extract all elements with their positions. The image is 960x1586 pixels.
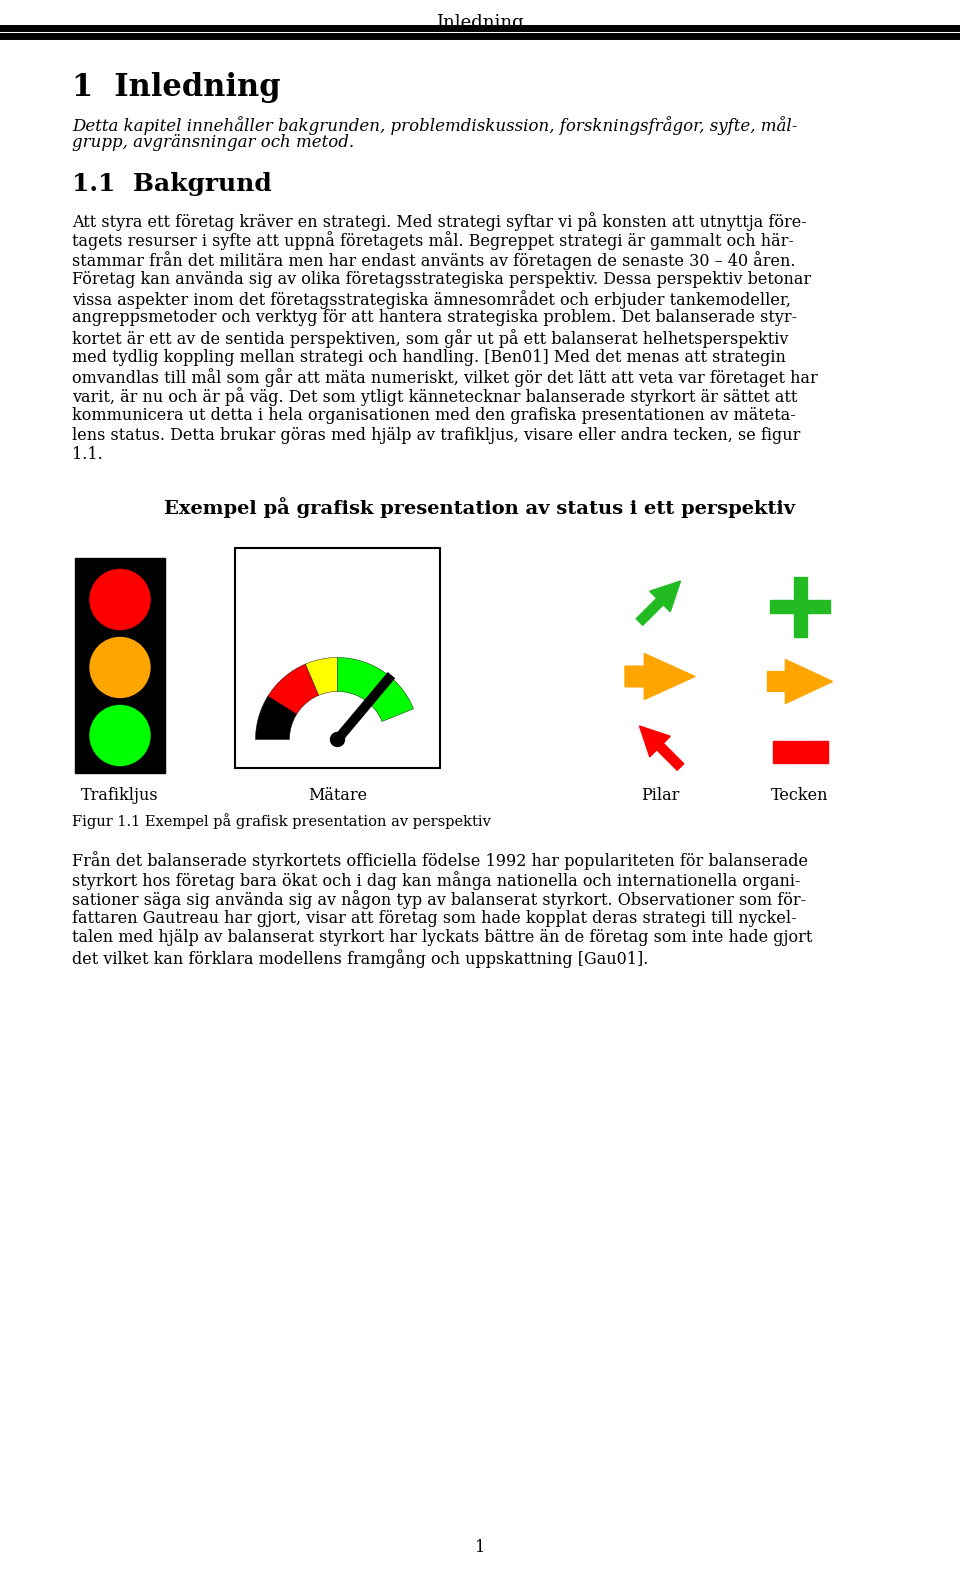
Text: vissa aspekter inom det företagsstrategiska ämnesområdet och erbjuder tankemodel: vissa aspekter inom det företagsstrategi… bbox=[72, 290, 791, 309]
Text: stammar från det militära men har endast använts av företagen de senaste 30 – 40: stammar från det militära men har endast… bbox=[72, 251, 796, 270]
Circle shape bbox=[90, 638, 150, 698]
Text: Tecken: Tecken bbox=[771, 788, 828, 804]
Polygon shape bbox=[770, 600, 830, 614]
Text: 1: 1 bbox=[475, 1538, 485, 1556]
Text: det vilket kan förklara modellens framgång och uppskattning [Gau01].: det vilket kan förklara modellens framgå… bbox=[72, 948, 648, 967]
Text: Från det balanserade styrkortets officiella födelse 1992 har populariteten för b: Från det balanserade styrkortets officie… bbox=[72, 852, 808, 871]
Text: Att styra ett företag kräver en strategi. Med strategi syftar vi på konsten att : Att styra ett företag kräver en strategi… bbox=[72, 213, 806, 232]
Polygon shape bbox=[268, 665, 319, 714]
Bar bbox=[75, 558, 165, 772]
Text: talen med hjälp av balanserat styrkort har lyckats bättre än de företag som inte: talen med hjälp av balanserat styrkort h… bbox=[72, 929, 812, 947]
Circle shape bbox=[90, 569, 150, 630]
Text: Exempel på grafisk presentation av status i ett perspektiv: Exempel på grafisk presentation av statu… bbox=[164, 498, 796, 519]
Text: kortet är ett av de sentida perspektiven, som går ut på ett balanserat helhetspe: kortet är ett av de sentida perspektiven… bbox=[72, 328, 788, 347]
Text: tagets resurser i syfte att uppnå företagets mål. Begreppet strategi är gammalt : tagets resurser i syfte att uppnå företa… bbox=[72, 232, 794, 251]
Text: angreppsmetoder och verktyg för att hantera strategiska problem. Det balanserade: angreppsmetoder och verktyg för att hant… bbox=[72, 309, 797, 327]
Text: Mätare: Mätare bbox=[308, 788, 367, 804]
Polygon shape bbox=[636, 580, 681, 625]
Text: med tydlig koppling mellan strategi och handling. [Ben01] Med det menas att stra: med tydlig koppling mellan strategi och … bbox=[72, 349, 786, 365]
Polygon shape bbox=[338, 658, 414, 722]
Polygon shape bbox=[794, 576, 806, 636]
Polygon shape bbox=[255, 696, 297, 739]
Text: kommunicera ut detta i hela organisationen med den grafiska presentationen av mä: kommunicera ut detta i hela organisation… bbox=[72, 408, 796, 423]
Text: varit, är nu och är på väg. Det som ytligt kännetecknar balanserade styrkort är : varit, är nu och är på väg. Det som ytli… bbox=[72, 387, 798, 406]
Text: Inledning: Inledning bbox=[436, 14, 524, 32]
Text: Figur 1.1 Exempel på grafisk presentation av perspektiv: Figur 1.1 Exempel på grafisk presentatio… bbox=[72, 814, 491, 829]
Bar bbox=[773, 741, 828, 763]
Text: Trafikljus: Trafikljus bbox=[82, 788, 158, 804]
Polygon shape bbox=[639, 726, 684, 771]
Text: Pilar: Pilar bbox=[641, 788, 679, 804]
Text: styrkort hos företag bara ökat och i dag kan många nationella och internationell: styrkort hos företag bara ökat och i dag… bbox=[72, 871, 801, 890]
Text: fattaren Gautreau har gjort, visar att företag som hade kopplat deras strategi t: fattaren Gautreau har gjort, visar att f… bbox=[72, 910, 797, 926]
Text: 1  Inledning: 1 Inledning bbox=[72, 71, 280, 103]
Polygon shape bbox=[767, 660, 832, 704]
Text: grupp, avgränsningar och metod.: grupp, avgränsningar och metod. bbox=[72, 133, 354, 151]
Text: Detta kapitel innehåller bakgrunden, problemdiskussion, forskningsfrågor, syfte,: Detta kapitel innehåller bakgrunden, pro… bbox=[72, 116, 798, 135]
Text: Företag kan använda sig av olika företagsstrategiska perspektiv. Dessa perspekti: Företag kan använda sig av olika företag… bbox=[72, 271, 811, 287]
Polygon shape bbox=[305, 658, 338, 695]
Text: omvandlas till mål som går att mäta numeriskt, vilket gör det lätt att veta var : omvandlas till mål som går att mäta nume… bbox=[72, 368, 818, 387]
Text: 1.1.: 1.1. bbox=[72, 446, 103, 463]
Text: 1.1  Bakgrund: 1.1 Bakgrund bbox=[72, 171, 272, 197]
Circle shape bbox=[330, 733, 345, 747]
Bar bbox=[235, 547, 440, 768]
Text: sationer säga sig använda sig av någon typ av balanserat styrkort. Observationer: sationer säga sig använda sig av någon t… bbox=[72, 890, 806, 909]
Circle shape bbox=[90, 706, 150, 766]
Polygon shape bbox=[625, 653, 695, 699]
Text: lens status. Detta brukar göras med hjälp av trafikljus, visare eller andra teck: lens status. Detta brukar göras med hjäl… bbox=[72, 427, 801, 444]
